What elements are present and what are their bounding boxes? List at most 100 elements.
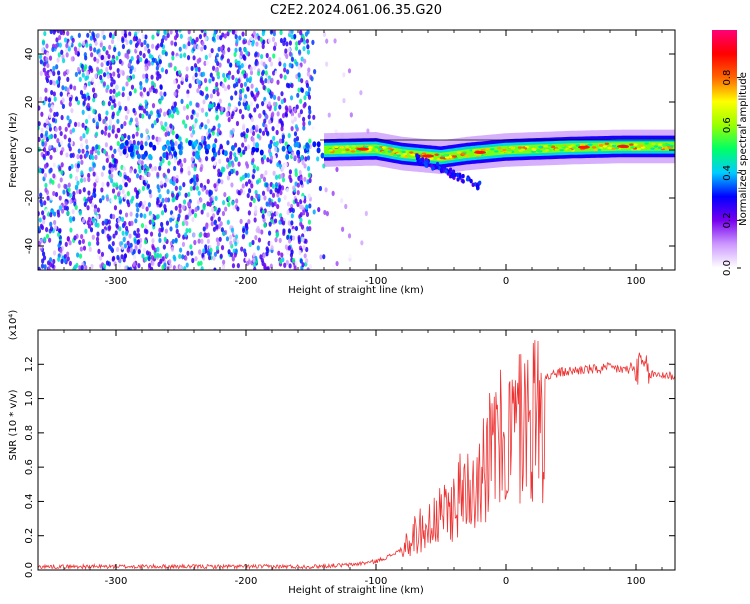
spectrogram-cell xyxy=(96,32,100,39)
spectrogram-cell xyxy=(171,51,175,57)
spectrogram-cell xyxy=(87,114,91,120)
spectrogram-cell xyxy=(253,107,257,113)
spectrogram-cell xyxy=(320,152,325,159)
spectrogram-cell xyxy=(144,58,149,64)
spectrogram-cell xyxy=(94,93,98,99)
spectrogram-cell xyxy=(116,191,121,198)
spectrogram-cell xyxy=(289,177,293,183)
spectrogram-cell xyxy=(305,142,310,149)
spectrogram-cell xyxy=(146,183,151,189)
spectrogram-cell xyxy=(312,209,316,215)
spectrogram-cell xyxy=(302,210,306,216)
spectrogram-cell xyxy=(305,204,309,211)
spectrogram-cell xyxy=(121,37,125,44)
spectrogram-cell xyxy=(257,193,261,200)
signal-tail-cell xyxy=(435,161,440,167)
spectrogram-cell xyxy=(46,62,50,69)
spectrogram-cell xyxy=(191,217,195,223)
spectrogram-cell xyxy=(177,143,182,150)
spectrogram-cell xyxy=(131,188,135,194)
signal-band-cell xyxy=(657,146,663,149)
spectrogram-cell xyxy=(223,191,227,198)
spectrogram-cell xyxy=(106,60,110,66)
spectrogram-cell xyxy=(77,32,81,39)
spectrogram-cell xyxy=(249,66,253,72)
spectrogram-cell xyxy=(158,165,162,171)
signal-band-cell xyxy=(548,144,553,147)
spectrogram-cell xyxy=(227,105,231,111)
spectrogram-cell xyxy=(143,39,147,45)
spectrogram-cell xyxy=(197,190,201,196)
spectrogram-cell xyxy=(237,101,242,107)
spectrogram-cell xyxy=(278,184,282,190)
spectrogram-cell xyxy=(56,93,60,99)
spectrogram-cell xyxy=(164,228,168,234)
spectrogram-cell xyxy=(187,140,192,147)
spectrogram-cell xyxy=(243,81,248,87)
spectrogram-cell xyxy=(293,107,297,113)
colorbar-tick-label: 0.4 xyxy=(722,165,733,181)
spectrogram-cell xyxy=(259,53,264,60)
spectrogram-cell xyxy=(166,189,170,195)
spectrogram-cell xyxy=(181,241,186,247)
spectrogram-cell xyxy=(215,114,219,120)
spectrogram-cell xyxy=(281,113,286,119)
spectrogram-cell xyxy=(48,261,53,268)
spectrogram-cell xyxy=(38,217,42,223)
spectrogram-cell xyxy=(108,44,112,50)
spectrogram-cell xyxy=(241,31,245,37)
signal-band-cell xyxy=(591,146,597,149)
spectrogram-cell xyxy=(166,32,170,38)
spectrogram-cell xyxy=(68,240,72,246)
spectrogram-cell xyxy=(127,35,131,41)
signal-band-cell xyxy=(494,150,499,153)
spectrogram-cell xyxy=(85,144,89,150)
spectrogram-cell xyxy=(195,230,199,236)
spectrogram-cell xyxy=(202,248,206,254)
spectrogram-cell xyxy=(128,31,132,37)
spectrogram-cell xyxy=(108,224,112,231)
spectrogram-cell xyxy=(306,267,310,270)
spectrogram-cell xyxy=(163,30,167,35)
spectrogram-cell xyxy=(96,150,101,156)
spectrogram-cell xyxy=(123,194,127,200)
spectrogram-cell xyxy=(113,102,117,109)
spectrogram-cell xyxy=(83,201,87,207)
spectrogram-cell xyxy=(49,195,53,201)
spectrogram-cell xyxy=(236,69,240,75)
spectrogram-cell xyxy=(97,48,101,54)
spectrogram-cell xyxy=(124,212,129,218)
spectrogram-cell xyxy=(88,65,92,71)
spectrogram-cell xyxy=(53,219,57,226)
spectrogram-cell xyxy=(117,73,121,79)
spectrogram-cell xyxy=(164,197,168,203)
spectrogram-cell xyxy=(91,202,95,208)
spectrogram-cell xyxy=(43,264,47,270)
spectrogram-cell xyxy=(129,247,134,253)
spectrogram-cell xyxy=(241,142,245,148)
spectrogram-cell xyxy=(38,226,41,232)
spectrogram-cell xyxy=(242,189,246,196)
spectrogram-cell xyxy=(178,185,182,191)
spectrogram-cell xyxy=(296,149,301,156)
spectrogram-cell xyxy=(69,173,73,179)
spectrogram-cell xyxy=(124,32,128,39)
signal-band-cell xyxy=(636,148,642,151)
spectrogram-cell xyxy=(188,83,192,89)
spectrogram-cell xyxy=(265,201,269,207)
spectrogram-cell xyxy=(159,161,163,167)
spectrogram-cell xyxy=(66,251,70,257)
spectrogram-cell xyxy=(76,163,80,169)
spectrogram-cell xyxy=(293,33,297,40)
spectrogram-cell xyxy=(178,136,182,142)
spectrogram-cell xyxy=(96,207,101,213)
spectrogram-cell xyxy=(307,105,312,111)
spectrogram-cell xyxy=(86,205,90,211)
spectrogram-cell xyxy=(219,46,224,52)
spectrogram-cell xyxy=(155,65,159,71)
spectrogram-cell xyxy=(136,227,140,234)
spectrogram-cell xyxy=(244,133,249,139)
spectrogram-cell xyxy=(54,43,58,49)
spectrogram-cell xyxy=(166,197,171,203)
spectrogram-cell xyxy=(84,64,88,70)
